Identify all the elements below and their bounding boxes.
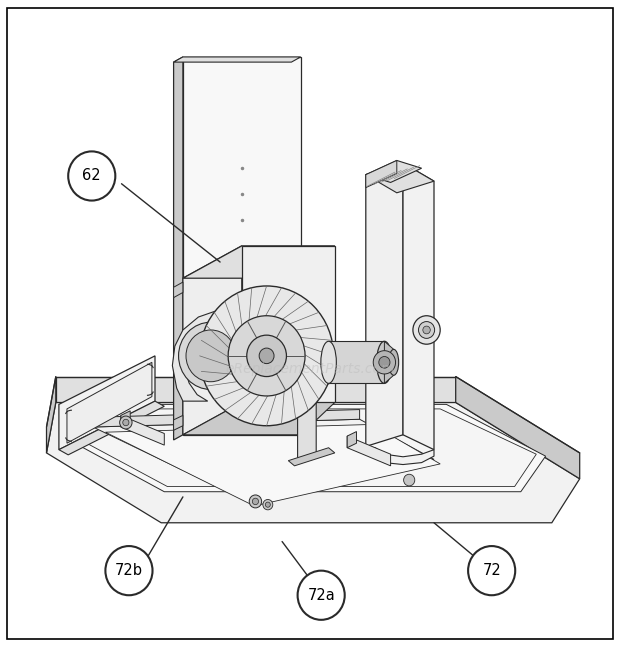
Polygon shape: [59, 401, 164, 455]
Circle shape: [404, 474, 415, 486]
Text: 72: 72: [482, 563, 501, 578]
Polygon shape: [384, 342, 394, 383]
Polygon shape: [366, 163, 434, 193]
Circle shape: [259, 348, 274, 364]
Polygon shape: [71, 404, 546, 492]
Polygon shape: [288, 448, 335, 466]
Polygon shape: [121, 411, 130, 427]
Polygon shape: [174, 57, 301, 62]
Polygon shape: [93, 400, 124, 427]
Circle shape: [265, 502, 270, 507]
Ellipse shape: [376, 342, 392, 383]
Polygon shape: [93, 419, 434, 501]
Circle shape: [123, 419, 129, 426]
Polygon shape: [329, 342, 384, 383]
Text: 72a: 72a: [308, 587, 335, 603]
Circle shape: [186, 330, 236, 382]
Circle shape: [252, 498, 259, 505]
Circle shape: [200, 286, 334, 426]
Polygon shape: [67, 362, 152, 443]
Polygon shape: [366, 160, 422, 182]
Polygon shape: [121, 415, 164, 445]
Circle shape: [247, 335, 286, 377]
Polygon shape: [46, 402, 580, 523]
Polygon shape: [366, 446, 434, 465]
Circle shape: [105, 546, 153, 595]
Polygon shape: [81, 409, 536, 487]
Text: 72b: 72b: [115, 563, 143, 578]
Polygon shape: [347, 436, 391, 466]
Circle shape: [373, 351, 396, 374]
Polygon shape: [403, 163, 434, 450]
Circle shape: [249, 495, 262, 508]
Circle shape: [379, 356, 390, 368]
Circle shape: [418, 322, 435, 338]
Polygon shape: [71, 415, 78, 441]
Polygon shape: [298, 375, 335, 388]
Polygon shape: [183, 402, 335, 435]
Circle shape: [413, 316, 440, 344]
Polygon shape: [183, 57, 301, 435]
Polygon shape: [174, 415, 183, 430]
Polygon shape: [174, 282, 183, 298]
Polygon shape: [93, 410, 360, 427]
Polygon shape: [56, 377, 456, 402]
Ellipse shape: [321, 342, 336, 383]
Polygon shape: [183, 246, 335, 278]
Polygon shape: [59, 356, 155, 450]
Text: 62: 62: [82, 168, 101, 184]
Circle shape: [228, 316, 305, 396]
Circle shape: [120, 416, 132, 429]
Circle shape: [179, 322, 243, 389]
Polygon shape: [46, 377, 56, 453]
Ellipse shape: [389, 349, 399, 375]
Text: eReplacementParts.com: eReplacementParts.com: [225, 362, 395, 376]
Polygon shape: [172, 311, 242, 401]
Circle shape: [68, 151, 115, 201]
Polygon shape: [456, 377, 580, 479]
Polygon shape: [174, 57, 183, 440]
Polygon shape: [105, 424, 440, 506]
Polygon shape: [298, 375, 316, 459]
Polygon shape: [347, 432, 356, 448]
Circle shape: [263, 499, 273, 510]
Polygon shape: [183, 246, 242, 435]
Polygon shape: [366, 163, 403, 446]
Polygon shape: [366, 160, 397, 188]
Polygon shape: [242, 246, 335, 402]
Circle shape: [468, 546, 515, 595]
Circle shape: [423, 326, 430, 334]
Circle shape: [298, 571, 345, 620]
